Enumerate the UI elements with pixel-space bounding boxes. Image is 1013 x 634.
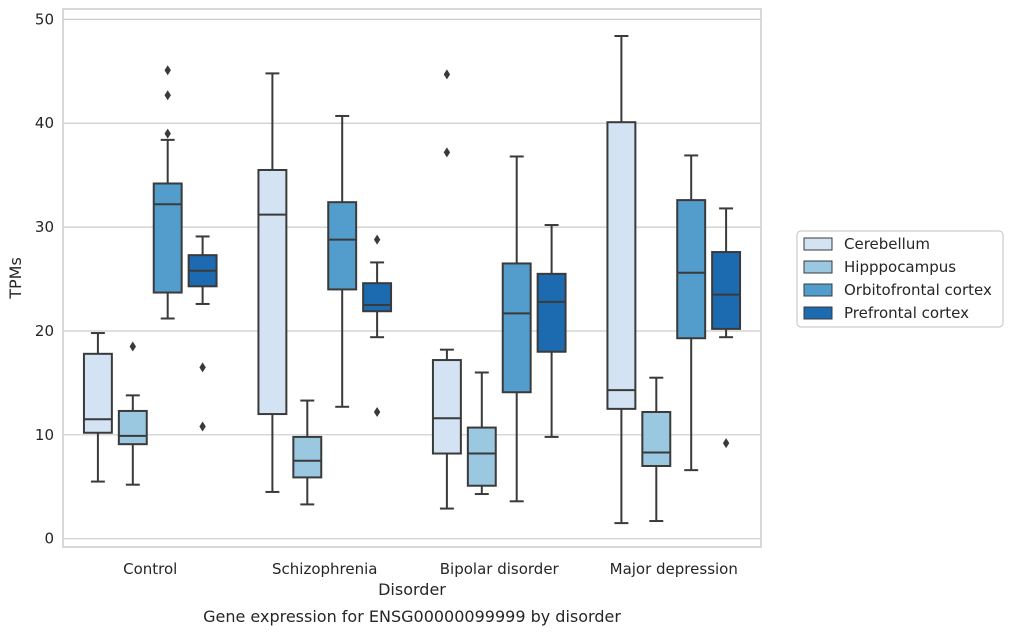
- outlier-point: [199, 362, 206, 373]
- legend-swatch: [803, 306, 833, 320]
- box-group: [187, 235, 218, 432]
- x-tick-label: Bipolar disorder: [440, 560, 560, 578]
- box: [711, 251, 742, 330]
- legend-label: Orbitofrontal cortex: [844, 281, 992, 299]
- outlier-point: [164, 65, 171, 76]
- box-group: [536, 224, 567, 438]
- box-group: [431, 69, 462, 510]
- box-group: [606, 35, 637, 525]
- x-tick-label: Control: [123, 560, 177, 578]
- legend-swatch: [803, 283, 833, 297]
- legend-label: Cerebellum: [844, 235, 930, 253]
- outlier-point: [443, 147, 451, 158]
- box-group: [82, 332, 113, 483]
- box-group: [501, 155, 532, 503]
- y-tick-label: 50: [35, 10, 54, 28]
- legend-swatch: [803, 260, 833, 274]
- legend-label: Hipppocampus: [844, 258, 956, 276]
- box-group: [257, 72, 288, 493]
- box-group: [466, 371, 497, 496]
- box: [327, 201, 358, 291]
- x-tick-label: Major depression: [610, 560, 738, 578]
- y-tick-label: 20: [35, 322, 54, 340]
- outlier-point: [164, 128, 171, 139]
- box-group: [292, 399, 323, 506]
- outlier-point: [164, 90, 171, 101]
- outlier-point: [129, 341, 136, 352]
- box-group: [117, 341, 148, 486]
- chart-caption: Gene expression for ENSG00000099999 by d…: [203, 607, 621, 626]
- box: [152, 182, 183, 294]
- outlier-point: [373, 234, 381, 245]
- outlier-point: [443, 69, 451, 80]
- box: [466, 426, 497, 487]
- y-axis-title: TPMs: [6, 257, 25, 300]
- box: [606, 121, 637, 410]
- box-group: [362, 234, 393, 417]
- box: [292, 435, 323, 479]
- box: [117, 409, 148, 446]
- x-tick-label: Schizophrenia: [272, 560, 377, 578]
- box: [257, 168, 288, 416]
- box: [641, 410, 672, 467]
- x-tick-labels: Control Schizophrenia Bipolar disorder Majo…: [123, 560, 738, 578]
- box-group: [327, 114, 358, 408]
- box-group: [641, 376, 672, 523]
- legend-swatch: [803, 237, 833, 251]
- box-group: [711, 207, 742, 449]
- plot-frame: [62, 8, 762, 548]
- box-layer: [82, 35, 742, 525]
- box: [82, 352, 113, 434]
- legend: Cerebellum Hipppocampus Orbitofrontal cort…: [796, 230, 1004, 328]
- box-group: [676, 154, 707, 472]
- box: [501, 262, 532, 394]
- legend-label: Prefrontal cortex: [844, 304, 969, 322]
- y-tick-label: 0: [44, 530, 54, 548]
- y-tick-label: 30: [35, 218, 54, 236]
- box-group: [152, 65, 183, 320]
- outlier-point: [373, 406, 381, 417]
- outlier-point: [199, 421, 206, 432]
- box: [676, 199, 707, 340]
- box: [431, 359, 462, 455]
- y-tick-labels: 0 10 20 30 40 50: [35, 10, 54, 547]
- x-axis-title: Disorder: [378, 580, 446, 599]
- outlier-point: [722, 438, 730, 449]
- y-tick-label: 10: [35, 426, 54, 444]
- y-tick-label: 40: [35, 114, 54, 132]
- box: [362, 282, 393, 313]
- legend-frame: [796, 230, 1004, 328]
- box: [536, 272, 567, 353]
